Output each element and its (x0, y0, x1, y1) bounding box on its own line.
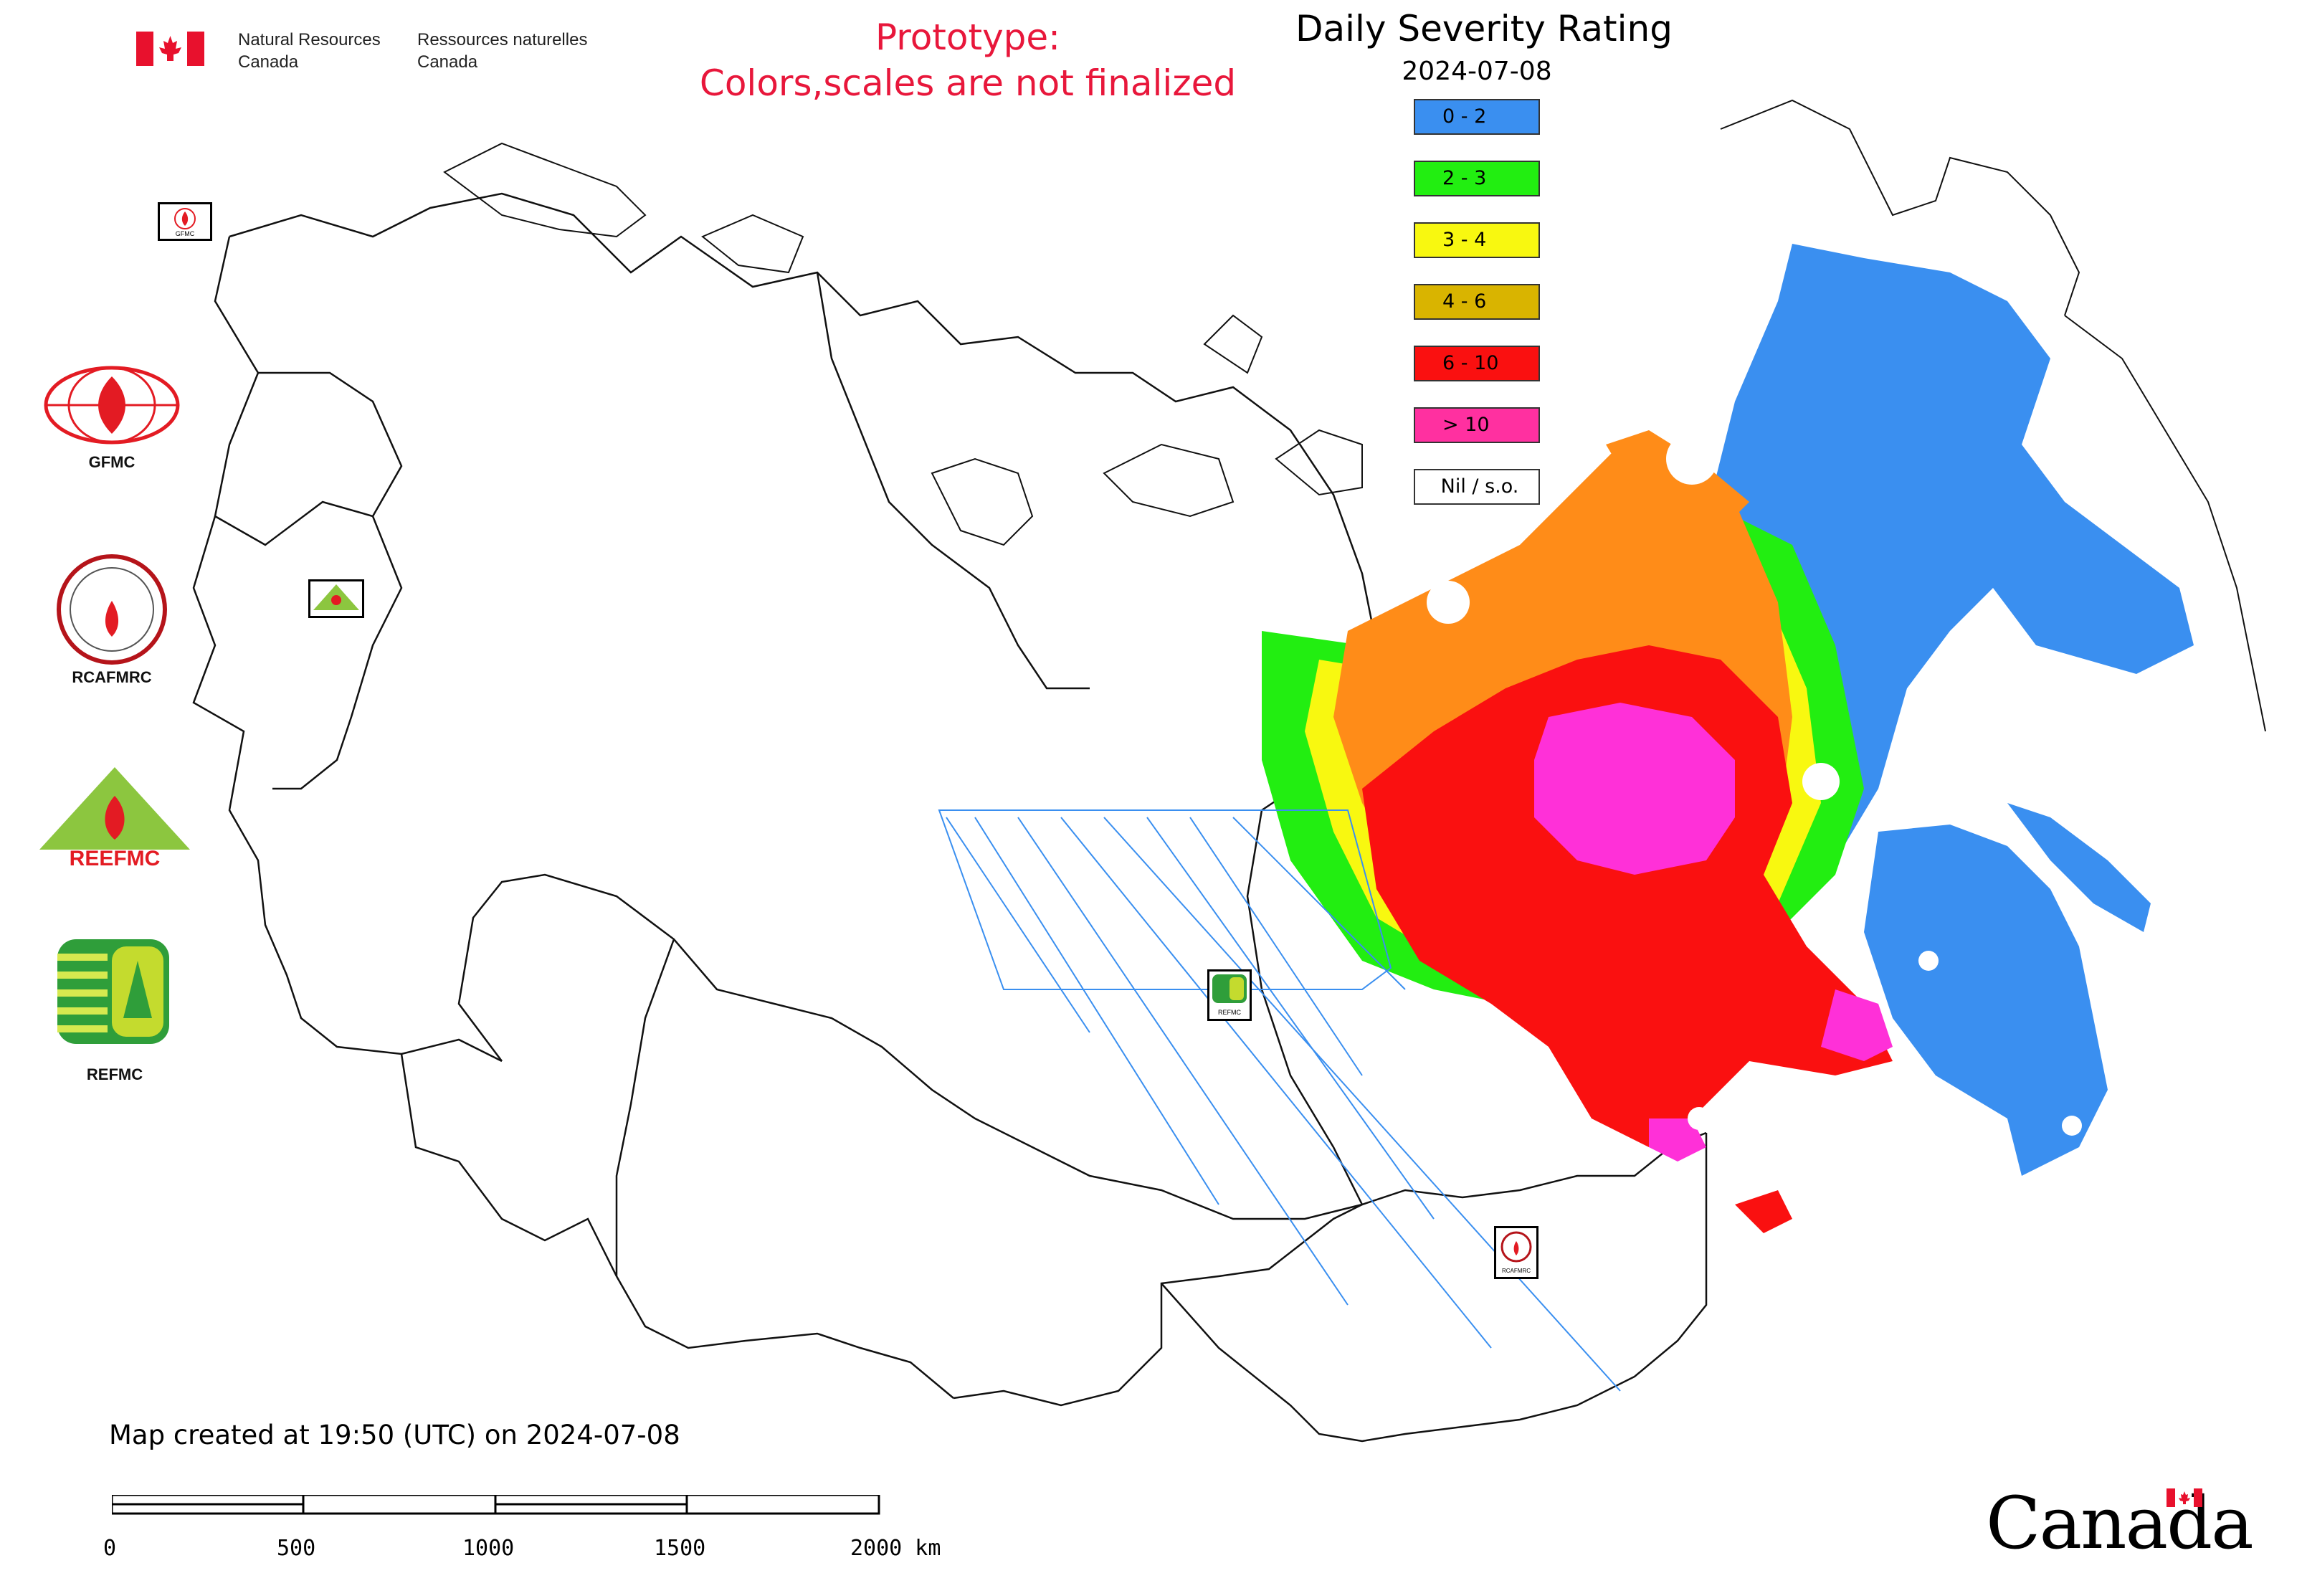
nrcan-signature: Natural Resources Canada Ressources natu… (136, 29, 609, 79)
mini-rcafmrc-icon: RCAFMRC (1500, 1231, 1532, 1274)
mini-rcafmrc-logo: RCAFMRC (1494, 1226, 1538, 1279)
mini-refmc-icon: REFMC (1212, 974, 1247, 1016)
prototype-line2: Colors,scales are not finalized (699, 62, 1237, 104)
mini-gfmc-logo: GFMC (158, 202, 212, 241)
gfmc-globe-icon (44, 366, 180, 445)
canada-flag-icon (136, 32, 204, 66)
dept-fr-line2: Canada (417, 52, 478, 72)
severity-raster (938, 244, 2194, 1392)
raster-orange-north (1606, 430, 1749, 531)
dept-name-en: Natural Resources Canada (238, 29, 381, 73)
map-created-note: Map created at 19:50 (UTC) on 2024-07-08 (109, 1420, 680, 1450)
legend-item-nil: Nil / s.o. (1414, 469, 1540, 505)
raster-blue-south (1864, 825, 2108, 1176)
scale-bar-graphic (112, 1495, 880, 1515)
rcafmrc-label: RCAFMRC (72, 668, 152, 686)
map-date: 2024-07-08 (1402, 57, 1552, 86)
refmc-sigma-icon (57, 939, 169, 1044)
raster-red (1362, 645, 1893, 1147)
refmc-label: REFMC (86, 1065, 143, 1083)
mini-gfmc-icon: GFMC (174, 208, 196, 237)
mini-gfmc-text: GFMC (176, 230, 195, 237)
dept-en-line1: Natural Resources (238, 30, 381, 49)
legend-item-gt10: > 10 (1414, 407, 1540, 443)
nil-circle (1427, 581, 1470, 624)
rcafmrc-logo: RCAFMRC (40, 552, 184, 688)
refmc-logo: REFMC (57, 939, 172, 1083)
raster-magenta-center (1534, 703, 1735, 875)
legend-item-3-4: 3 - 4 (1414, 222, 1540, 258)
nil-circle (1666, 433, 1718, 485)
gfmc-label: GFMC (88, 453, 135, 471)
canada-wordmark-text: Canada (1986, 1481, 2254, 1565)
raster-red-island (1735, 1190, 1792, 1233)
reefmc-triangle-icon (36, 767, 194, 870)
mini-refmc-text: REFMC (1218, 1009, 1241, 1016)
raster-streaks-blue (938, 809, 1392, 990)
prototype-line1: Prototype: (875, 16, 1061, 58)
legend-item-2-3: 2 - 3 (1414, 161, 1540, 196)
nil-circle (1688, 1107, 1711, 1130)
wordmark-flag-icon (2167, 1488, 2202, 1507)
raster-magenta-sw (1649, 1118, 1706, 1162)
raster-blue-island (2007, 803, 2151, 932)
scale-bar: 0 500 1000 1500 2000 km (100, 1495, 961, 1574)
scale-label-1500: 1500 (654, 1536, 706, 1561)
reefmc-label: REEFMC (69, 847, 161, 870)
nil-circle (1918, 951, 1939, 971)
nil-circle (2062, 1116, 2082, 1136)
coastlines (443, 99, 2266, 732)
mini-rcafmrc-text: RCAFMRC (1502, 1268, 1531, 1274)
dept-name-fr: Ressources naturelles Canada (417, 29, 587, 73)
prototype-notice: Prototype: Colors,scales are not finaliz… (667, 14, 1269, 106)
mini-reefmc-logo (308, 579, 364, 618)
mini-reefmc-icon (313, 584, 359, 610)
scale-label-2000: 2000 km (850, 1536, 941, 1561)
scale-label-1000: 1000 (462, 1536, 515, 1561)
dept-fr-line1: Ressources naturelles (417, 30, 588, 49)
nil-circle (1802, 763, 1840, 800)
map-title: Daily Severity Rating (1295, 8, 1673, 49)
legend-item-0-2: 0 - 2 (1414, 99, 1540, 135)
canada-wordmark: Canada (1986, 1481, 2254, 1565)
rcafmrc-seal-icon (57, 554, 167, 665)
reefmc-logo: REEFMC (36, 764, 194, 878)
gfmc-logo: GFMC (40, 362, 184, 471)
legend-item-6-10: 6 - 10 (1414, 346, 1540, 381)
mini-refmc-logo: REFMC (1207, 969, 1252, 1021)
scale-label-500: 500 (277, 1536, 316, 1561)
raster-streak-lines (946, 817, 1621, 1392)
raster-magenta-south (1821, 989, 1893, 1061)
country-borders (192, 192, 1708, 1443)
legend-item-4-6: 4 - 6 (1414, 284, 1540, 320)
scale-label-0: 0 (103, 1536, 117, 1561)
dept-en-line2: Canada (238, 52, 299, 72)
